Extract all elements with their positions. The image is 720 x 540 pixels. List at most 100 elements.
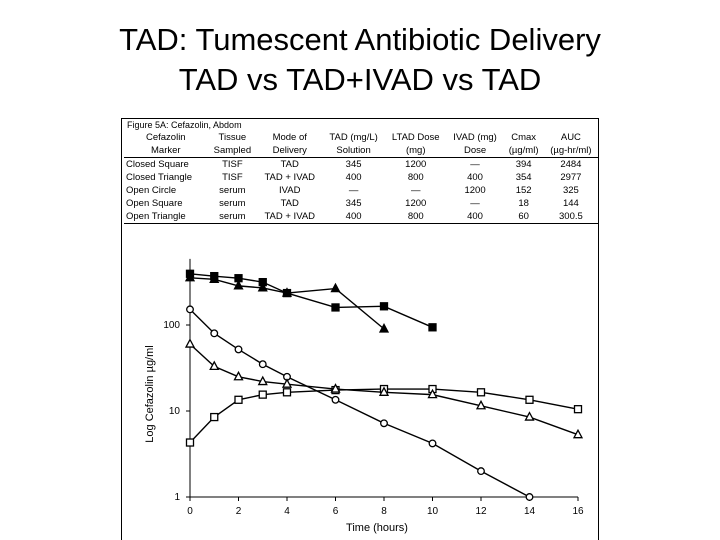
table-cell: TAD: [280, 158, 299, 170]
table-cell: 1200: [464, 184, 486, 196]
table-cell: 345: [345, 197, 362, 209]
pharmacokinetics-table: Cefazolin Tissue Mode of TAD (mg/L) LTAD Dos…: [124, 131, 598, 224]
table-header-7: AUC: [560, 131, 581, 143]
data-point: [524, 411, 535, 421]
table-cell: 400: [345, 171, 362, 183]
data-point: [210, 329, 219, 338]
figure-caption: Figure 5A: Cefazolin, Abdom: [127, 120, 242, 130]
series-closed-square: [185, 269, 437, 332]
data-point: [476, 388, 486, 397]
y-tick-label: 1: [174, 492, 180, 503]
x-tick-label: 10: [427, 506, 439, 517]
data-point: [257, 375, 268, 386]
x-tick-label: 6: [333, 506, 339, 517]
data-point: [234, 345, 243, 354]
x-tick-label: 2: [236, 506, 242, 517]
data-point: [210, 412, 219, 422]
table-header-sub-7: (µg-hr/ml): [543, 144, 598, 158]
table-cell: Open Triangle: [124, 210, 208, 224]
table-cell: —: [410, 184, 421, 196]
y-tick-label: 10: [169, 406, 181, 417]
table-cell: 1200: [405, 197, 427, 209]
table-header-6: Cmax: [511, 131, 537, 143]
table-cell: 400: [322, 210, 385, 224]
data-point: [209, 360, 220, 371]
data-point: [378, 323, 390, 333]
data-point: [378, 386, 390, 396]
data-point: [234, 395, 243, 404]
data-point: [427, 388, 438, 399]
table-header-1: Tissue: [218, 131, 247, 143]
table-header-sub-6: (µg/ml): [503, 144, 544, 158]
table-cell: 2484: [560, 158, 582, 170]
table-row: Open Square serum TAD 345 1200 — 18 144: [124, 197, 598, 210]
series-line: [189, 308, 530, 498]
table-cell: —: [470, 197, 480, 209]
data-point: [525, 395, 534, 404]
x-tick-label: 4: [284, 506, 290, 517]
table-cell: TAD: [280, 197, 299, 209]
data-point: [330, 282, 341, 293]
table-cell: 400: [446, 210, 504, 224]
table-cell: 325: [562, 184, 579, 196]
table-header-5: IVAD (mg): [453, 131, 497, 143]
table-cell: TAD + IVAD: [264, 171, 316, 183]
data-point: [209, 273, 220, 283]
table-row: Closed Square TISF TAD 345 1200 — 394 2484: [124, 158, 598, 172]
table-cell: —: [348, 184, 359, 196]
x-tick-label: 0: [187, 506, 193, 517]
table-cell: TISF: [222, 158, 243, 170]
table-row: Open Circle serum IVAD — — 1200 152 325: [124, 184, 598, 197]
data-point: [331, 303, 340, 312]
data-point: [573, 405, 583, 414]
table-cell: Open Square: [126, 197, 183, 209]
table-cell: 800: [407, 171, 424, 183]
x-tick-label: 14: [524, 506, 536, 517]
table-header-4: LTAD Dose: [391, 131, 440, 143]
table-cell: 60: [503, 210, 544, 224]
data-point: [428, 439, 437, 448]
series-line: [189, 277, 385, 330]
data-point: [184, 271, 196, 282]
table-cell: 18: [518, 197, 529, 209]
table-cell: Closed Square: [126, 158, 189, 170]
table-cell: TISF: [222, 171, 243, 183]
table-cell: 345: [345, 158, 362, 170]
series-closed-triangle: [184, 271, 390, 333]
data-point: [330, 383, 341, 393]
table-header-2: Mode of: [272, 131, 307, 143]
data-point: [379, 302, 389, 311]
table-cell: Open Circle: [126, 184, 177, 196]
x-axis-label: Time (hours): [346, 522, 408, 534]
data-point: [257, 282, 268, 292]
table-cell: serum: [207, 210, 258, 224]
table-cell: TAD + IVAD: [257, 210, 323, 224]
data-point: [331, 395, 340, 404]
data-point: [258, 390, 267, 399]
table-header-3: TAD (mg/L): [329, 131, 378, 143]
table-cell: IVAD: [279, 184, 301, 196]
table-cell: 800: [384, 210, 447, 224]
x-tick-label: 16: [572, 506, 584, 517]
y-tick-label: 100: [163, 320, 180, 331]
table-header-sub-1: Sampled: [207, 144, 258, 158]
series-line: [189, 273, 433, 328]
table-header-sub-2: Delivery: [257, 144, 323, 158]
table-cell: —: [470, 158, 480, 170]
table-cell: 300.5: [543, 210, 598, 224]
x-tick-label: 12: [475, 506, 487, 517]
table-cell: Closed Triangle: [126, 171, 193, 183]
data-point: [233, 280, 244, 290]
data-point: [282, 388, 292, 397]
table-header-sub-5: Dose: [446, 144, 504, 158]
data-point: [572, 428, 584, 439]
data-point: [475, 399, 487, 410]
table-cell: 152: [515, 184, 532, 196]
x-tick-label: 8: [381, 506, 387, 517]
table-cell: 2977: [560, 171, 582, 183]
data-point: [186, 305, 194, 314]
y-axis-label: Log Cefazolin µg/ml: [144, 345, 156, 442]
table-header-0: Cefazolin: [145, 131, 186, 143]
